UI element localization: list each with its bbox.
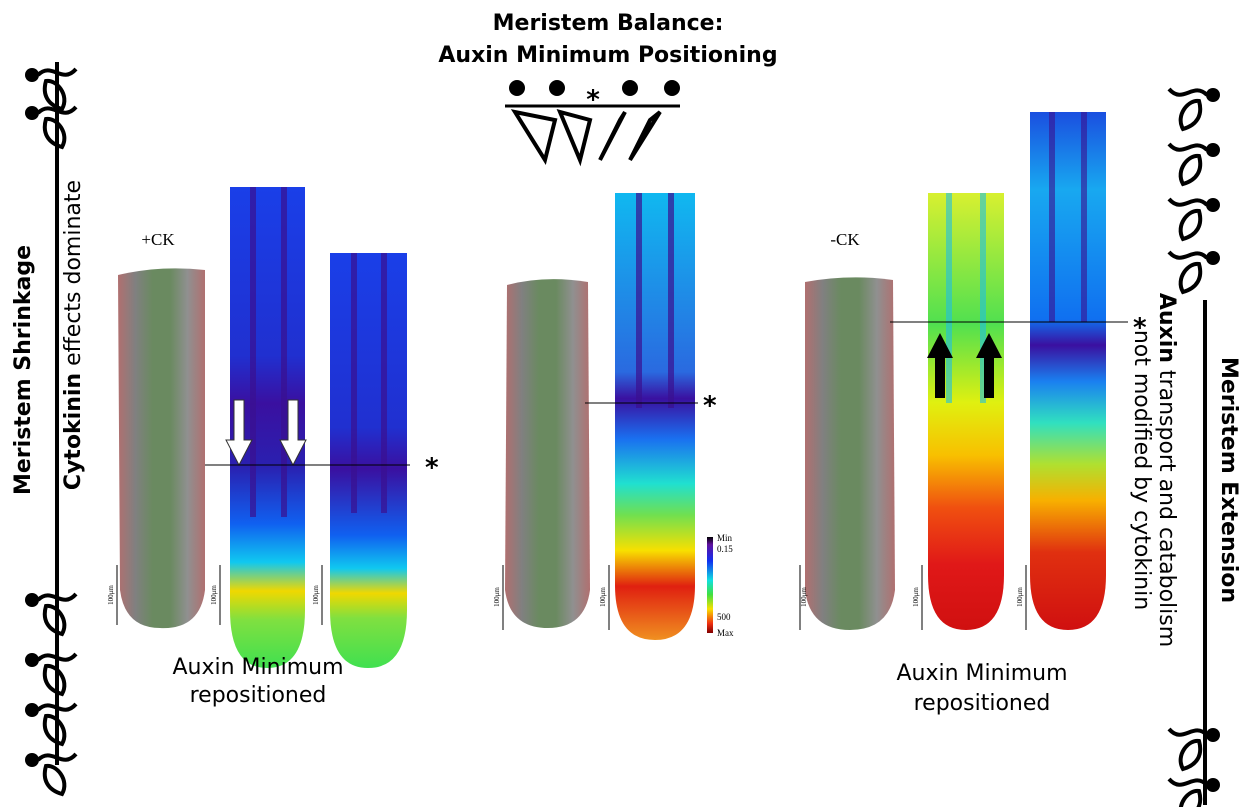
scale-label: 100μm <box>210 585 218 605</box>
model <box>330 253 407 668</box>
scale-label: 100μm <box>493 587 501 607</box>
asterisk: * <box>425 453 439 483</box>
root-image <box>118 268 205 628</box>
scale-label: 100μm <box>912 587 920 607</box>
scale-label: 100μm <box>107 585 115 605</box>
side-note: Cytokinin effects dominate <box>61 180 86 490</box>
figure: Meristem Balance: Auxin Minimum Position… <box>0 0 1243 807</box>
side-label: Meristem Shrinkage <box>11 245 36 495</box>
side-note: Auxin transport and catabolism <box>1154 293 1179 647</box>
note: effects dominate <box>61 180 86 366</box>
scale-label: 100μm <box>1016 587 1024 607</box>
side-note: not modified by cytokinin <box>1129 330 1154 610</box>
model <box>1030 112 1106 630</box>
title: Meristem Balance: <box>493 11 724 36</box>
colorbar-label: Max <box>717 628 734 638</box>
treatment: -CK <box>830 230 860 249</box>
caption: repositioned <box>914 691 1051 716</box>
caption: repositioned <box>190 683 327 708</box>
side-label: Meristem Extension <box>1216 357 1241 603</box>
caption: Auxin Minimum <box>896 661 1067 686</box>
note-bold: Auxin <box>1154 293 1179 363</box>
note: transport and catabolism <box>1154 370 1179 647</box>
scale-label: 100μm <box>800 587 808 607</box>
title: Auxin Minimum Positioning <box>438 43 777 68</box>
model <box>615 193 695 640</box>
colorbar-label: 0.15 <box>717 544 733 554</box>
colorbar-label: Min <box>717 533 733 543</box>
model <box>928 193 1004 630</box>
asterisk: * <box>703 391 717 421</box>
asterisk: * <box>586 85 600 115</box>
colorbar <box>707 537 713 633</box>
root-image <box>505 279 590 628</box>
caption: Auxin Minimum <box>172 655 343 680</box>
scale-label: 100μm <box>599 587 607 607</box>
note-bold: Cytokinin <box>61 373 86 490</box>
scale-label: 100μm <box>312 585 320 605</box>
root-image <box>805 277 895 630</box>
colorbar-label: 500 <box>717 612 731 622</box>
treatment: +CK <box>141 230 175 249</box>
